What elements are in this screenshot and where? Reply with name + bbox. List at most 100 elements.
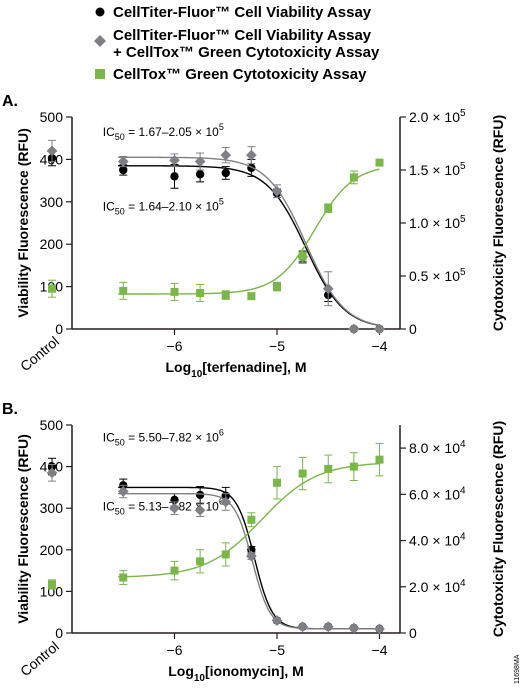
ic50-subscript: 50 [115,506,125,516]
ic50-annotation: IC50 = 5.13–7.82 × 106 [103,496,224,516]
data-point [349,462,358,471]
data-point [247,515,256,524]
y2-tick-mantissa: 0.5 × 10 [409,268,460,284]
figure-id: 11698MA [514,654,521,684]
data-point [119,573,128,582]
ic50-range: = 5.50–7.82 × 10 [125,431,219,445]
y2-tick-label: 6.0 × 104 [409,485,466,502]
fit-curve [118,156,380,326]
panel-label: B. [2,401,18,418]
ic50-subscript: 50 [115,206,125,216]
data-point [170,566,179,575]
ic50-exponent: 6 [219,428,224,438]
y-tick-label: 500 [40,109,64,125]
legend-marker-diamond [94,35,106,47]
y2-tick-exponent: 5 [460,108,466,119]
x-axis-label: Log10[ionomycin], M [168,663,304,684]
x-axis-label-suffix: [terfenadine], M [202,359,306,375]
series-circle [47,149,384,334]
legend-label-cytotox: CellTox™ Green Cytotoxicity Assay [113,66,367,83]
ic50-range: = 1.67–2.05 × 10 [125,125,219,139]
y2-tick-mantissa: 4.0 × 10 [409,533,460,549]
y-tick-label: 100 [40,583,64,599]
data-point [349,173,358,182]
y2-tick-mantissa: 0 [409,321,417,337]
series-square [48,158,384,302]
y2-tick-mantissa: 0 [409,625,417,641]
data-point [119,286,128,295]
data-point [273,282,281,291]
ic50-prefix: IC [103,499,115,513]
data-point [170,287,179,296]
y2-tick-exponent: 4 [460,439,466,450]
y2-tick-label: 0 [409,625,417,641]
ic50-annotation: IC50 = 1.64–2.10 × 105 [103,196,224,216]
data-point [221,550,230,559]
control-label: Control [17,333,62,374]
y2-tick-exponent: 5 [460,161,466,172]
ic50-prefix: IC [103,199,115,213]
data-point [246,550,257,562]
fit-curve [118,462,380,578]
y2-tick-exponent: 4 [460,578,466,589]
y2-tick-exponent: 5 [460,267,466,278]
y-axis-label: Viability Fluorescence (RFU) [15,434,31,624]
panel-label: A. [2,93,18,110]
control-point [48,284,56,293]
data-point [271,615,283,626]
fit-curve [118,165,380,327]
y-tick-label: 200 [40,542,64,558]
data-point [221,291,230,300]
legend-item-viability: CellTiter-Fluor™ Cell Viability Assay [95,4,372,21]
legend-label-combined-line1: CellTiter-Fluor™ Cell Viability Assay [113,27,372,44]
data-point [324,204,333,213]
data-point [348,323,360,335]
y-tick-label: 0 [55,321,63,337]
data-point [169,502,180,514]
data-point [271,185,283,197]
data-point [169,154,180,166]
legend-marker-circle [95,7,105,17]
y-tick-label: 300 [40,194,64,210]
y2-tick-label: 1.5 × 105 [409,161,466,178]
y2-tick-exponent: 5 [460,214,466,225]
data-point [194,156,206,167]
ic50-annotation: IC50 = 5.50–7.82 × 106 [103,428,224,448]
y2-tick-mantissa: 1.0 × 10 [409,215,460,231]
y2-tick-label: 2.0 × 105 [409,108,466,125]
data-point [324,464,333,473]
y2-tick-mantissa: 2.0 × 10 [409,579,460,595]
x-axis-label-subscript: 10 [191,369,203,380]
data-point [196,288,205,297]
data-point [195,490,205,500]
data-point [298,251,307,260]
legend-marker-square [95,69,105,79]
data-point [375,158,384,167]
y2-tick-exponent: 4 [460,485,466,496]
data-point [221,168,230,178]
data-point [117,156,129,167]
data-point [196,557,205,566]
y2-tick-mantissa: 8.0 × 10 [409,440,460,456]
series-diamond [46,464,385,635]
ic50-annotation: IC50 = 1.67–2.05 × 105 [103,122,224,142]
data-point [297,621,308,633]
y2-tick-label: 0.5 × 105 [409,267,466,284]
x-tick-label: −5 [269,338,285,354]
x-axis-label-prefix: Log [168,663,194,679]
y2-axis-label: Cytotoxicity Fluorescence (RFU) [490,421,506,637]
y2-tick-exponent: 4 [460,532,466,543]
x-axis-label-subscript: 10 [194,673,206,684]
legend-item-combined: CellTiter-Fluor™ Cell Viability Assay + … [94,27,380,61]
x-tick-label: −4 [372,338,388,354]
ic50-prefix: IC [103,125,115,139]
y-tick-label: 200 [40,236,64,252]
fit-curve [118,168,380,295]
y2-tick-mantissa: 1.5 × 10 [409,162,460,178]
legend-item-cytotox: CellTox™ Green Cytotoxicity Assay [95,66,367,83]
data-point [246,149,257,161]
y2-tick-label: 2.0 × 104 [409,578,466,595]
